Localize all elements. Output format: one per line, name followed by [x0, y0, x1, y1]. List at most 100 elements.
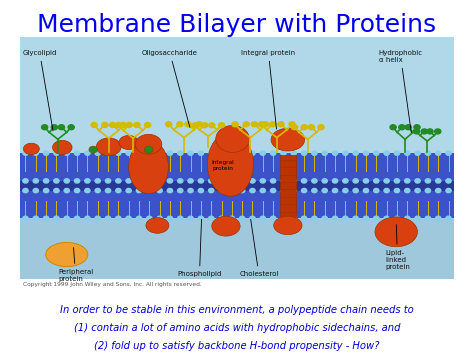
- Ellipse shape: [144, 146, 153, 153]
- Circle shape: [229, 179, 235, 183]
- Circle shape: [251, 122, 257, 127]
- Circle shape: [291, 179, 296, 183]
- Circle shape: [51, 125, 57, 130]
- Circle shape: [436, 179, 441, 183]
- Circle shape: [271, 216, 276, 220]
- Circle shape: [116, 179, 121, 183]
- Circle shape: [446, 151, 451, 155]
- Circle shape: [54, 189, 59, 193]
- Circle shape: [178, 179, 183, 183]
- Circle shape: [116, 189, 121, 193]
- Circle shape: [134, 122, 140, 127]
- Circle shape: [33, 189, 38, 193]
- Ellipse shape: [216, 125, 249, 152]
- Circle shape: [44, 216, 49, 220]
- Text: Phospholipid: Phospholipid: [177, 219, 222, 278]
- Circle shape: [291, 189, 296, 193]
- Circle shape: [415, 179, 420, 183]
- Circle shape: [102, 122, 108, 127]
- Circle shape: [271, 179, 276, 183]
- Circle shape: [421, 129, 428, 134]
- Circle shape: [405, 216, 410, 220]
- Circle shape: [250, 179, 255, 183]
- Circle shape: [209, 179, 214, 183]
- Circle shape: [425, 179, 430, 183]
- Circle shape: [185, 122, 191, 127]
- Circle shape: [64, 189, 69, 193]
- Circle shape: [115, 122, 121, 127]
- Circle shape: [198, 216, 203, 220]
- Circle shape: [243, 122, 249, 127]
- Circle shape: [436, 189, 441, 193]
- Circle shape: [178, 189, 183, 193]
- Circle shape: [219, 179, 224, 183]
- Circle shape: [165, 122, 172, 127]
- Text: Oligosaccharide: Oligosaccharide: [142, 50, 198, 127]
- Circle shape: [446, 179, 451, 183]
- Circle shape: [301, 151, 307, 155]
- Circle shape: [146, 216, 152, 220]
- Ellipse shape: [212, 216, 240, 236]
- Circle shape: [64, 216, 69, 220]
- Circle shape: [353, 151, 358, 155]
- Circle shape: [446, 216, 451, 220]
- Circle shape: [301, 125, 307, 130]
- Circle shape: [281, 151, 286, 155]
- Circle shape: [68, 125, 74, 130]
- Circle shape: [85, 216, 90, 220]
- Ellipse shape: [119, 135, 138, 149]
- Circle shape: [260, 151, 265, 155]
- Circle shape: [405, 189, 410, 193]
- Circle shape: [219, 151, 224, 155]
- Circle shape: [436, 216, 441, 220]
- Circle shape: [312, 189, 317, 193]
- Circle shape: [188, 151, 193, 155]
- Circle shape: [414, 125, 420, 130]
- Circle shape: [146, 189, 152, 193]
- Circle shape: [332, 179, 337, 183]
- Circle shape: [116, 151, 121, 155]
- Text: Membrane Bilayer with Proteins: Membrane Bilayer with Proteins: [37, 13, 437, 38]
- Circle shape: [126, 122, 132, 127]
- Circle shape: [239, 179, 245, 183]
- Ellipse shape: [23, 143, 39, 154]
- Circle shape: [260, 189, 265, 193]
- Circle shape: [384, 216, 389, 220]
- Circle shape: [312, 216, 317, 220]
- Circle shape: [281, 216, 286, 220]
- Circle shape: [209, 151, 214, 155]
- Circle shape: [312, 151, 317, 155]
- Circle shape: [54, 179, 59, 183]
- Text: (2) fold up to satisfy backbone H-bond propensity - How?: (2) fold up to satisfy backbone H-bond p…: [94, 342, 380, 351]
- Circle shape: [137, 216, 142, 220]
- Circle shape: [137, 151, 142, 155]
- Circle shape: [446, 189, 451, 193]
- Text: Glycolipid: Glycolipid: [23, 50, 57, 131]
- Circle shape: [384, 179, 389, 183]
- Circle shape: [198, 151, 203, 155]
- Circle shape: [192, 123, 198, 128]
- Circle shape: [198, 179, 203, 183]
- Circle shape: [415, 151, 420, 155]
- Circle shape: [91, 122, 97, 127]
- Circle shape: [229, 216, 235, 220]
- Circle shape: [263, 122, 269, 127]
- Circle shape: [74, 189, 80, 193]
- Circle shape: [219, 123, 225, 128]
- Circle shape: [95, 189, 100, 193]
- Circle shape: [292, 125, 298, 130]
- Circle shape: [42, 125, 48, 130]
- Ellipse shape: [273, 216, 302, 235]
- Circle shape: [353, 189, 358, 193]
- Circle shape: [188, 179, 193, 183]
- FancyBboxPatch shape: [20, 181, 454, 191]
- Circle shape: [374, 151, 379, 155]
- Circle shape: [435, 129, 441, 134]
- Circle shape: [198, 189, 203, 193]
- Circle shape: [23, 151, 28, 155]
- Circle shape: [343, 216, 348, 220]
- Circle shape: [399, 125, 405, 130]
- Circle shape: [109, 122, 116, 127]
- Circle shape: [209, 189, 214, 193]
- Circle shape: [239, 216, 245, 220]
